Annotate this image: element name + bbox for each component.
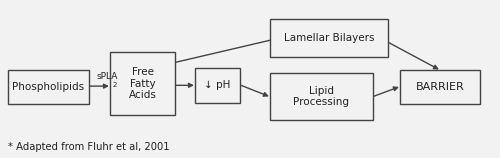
FancyBboxPatch shape xyxy=(110,52,175,115)
Text: Lamellar Bilayers: Lamellar Bilayers xyxy=(284,33,374,43)
FancyBboxPatch shape xyxy=(8,70,89,104)
FancyBboxPatch shape xyxy=(400,70,480,104)
Text: Phospholipids: Phospholipids xyxy=(12,82,85,92)
FancyBboxPatch shape xyxy=(270,73,372,120)
Text: * Adapted from Fluhr et al, 2001: * Adapted from Fluhr et al, 2001 xyxy=(8,142,170,152)
Text: Free
Fatty
Acids: Free Fatty Acids xyxy=(128,67,156,100)
Text: 2: 2 xyxy=(113,82,117,88)
FancyBboxPatch shape xyxy=(270,19,388,57)
Text: BARRIER: BARRIER xyxy=(416,82,465,92)
FancyBboxPatch shape xyxy=(195,68,240,103)
Text: ↓ pH: ↓ pH xyxy=(204,80,231,90)
Text: sPLA: sPLA xyxy=(96,72,118,81)
Text: Lipid
Processing: Lipid Processing xyxy=(294,86,350,107)
